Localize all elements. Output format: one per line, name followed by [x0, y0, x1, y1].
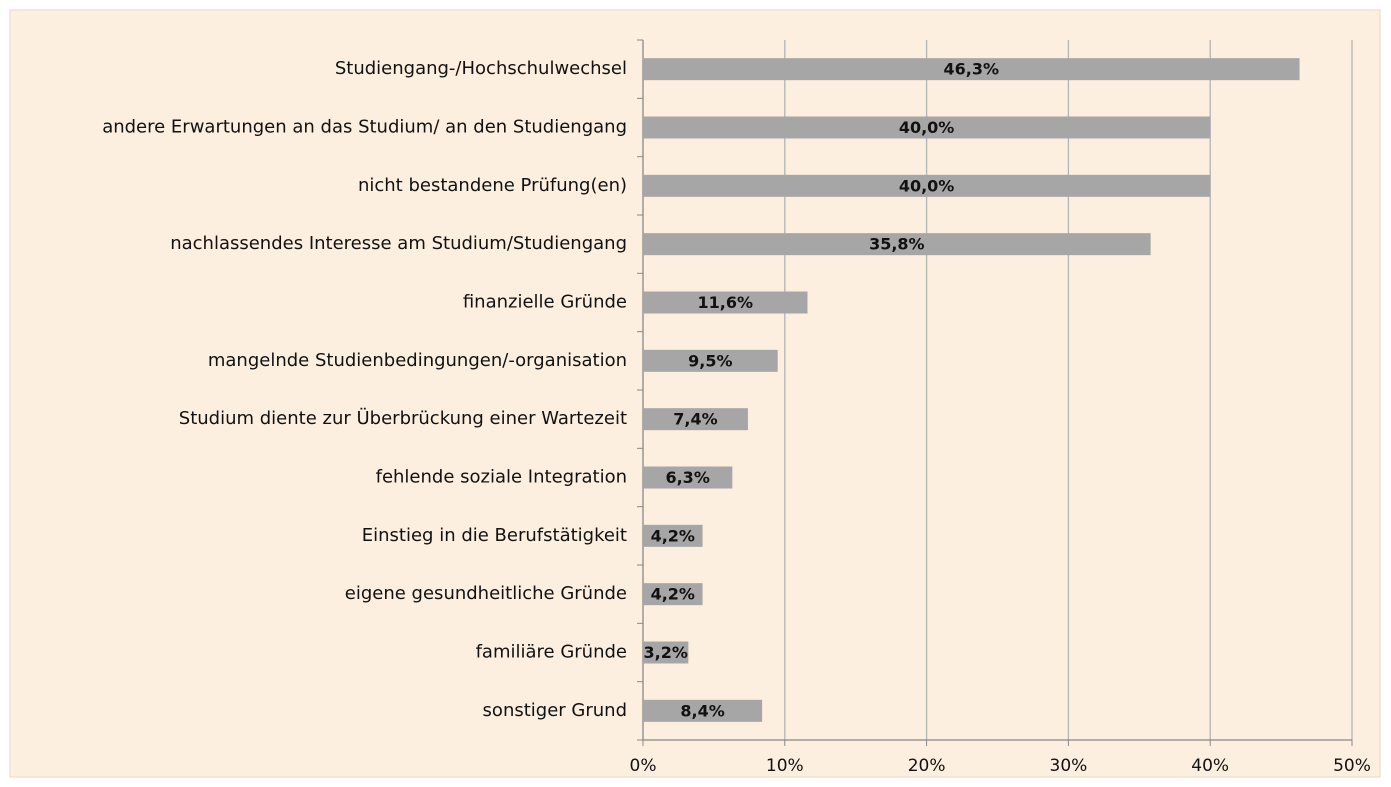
- bar: [643, 233, 1151, 256]
- y-tick-label: Studium diente zur Überbrückung einer Wa…: [179, 407, 627, 429]
- y-tick-label: mangelnde Studienbedingungen/-organisati…: [208, 350, 627, 371]
- x-tick-label: 50%: [1333, 756, 1371, 776]
- bar: [643, 583, 703, 606]
- value-label: 40,0%: [899, 176, 955, 195]
- bar: [643, 349, 778, 372]
- value-label: 40,0%: [899, 118, 955, 137]
- y-tick-label: Studiengang-/Hochschulwechsel: [335, 58, 627, 79]
- bar: [643, 524, 703, 547]
- bar: [643, 699, 763, 722]
- value-label: 11,6%: [697, 293, 753, 312]
- y-tick-label: eigene gesundheitliche Gründe: [345, 583, 627, 604]
- x-tick-label: 30%: [1050, 756, 1088, 776]
- y-tick-label: nicht bestandene Prüfung(en): [358, 175, 627, 196]
- value-label: 46,3%: [944, 60, 1000, 79]
- bar: [643, 116, 1211, 139]
- y-tick-label: sonstiger Grund: [483, 700, 627, 721]
- value-label: 6,3%: [665, 468, 709, 487]
- y-tick-label: Einstieg in die Berufstätigkeit: [362, 525, 627, 546]
- y-tick-label: familiäre Gründe: [476, 642, 627, 663]
- bar: [643, 174, 1211, 197]
- value-label: 35,8%: [869, 235, 925, 254]
- value-label: 4,2%: [651, 526, 695, 545]
- x-tick-label: 40%: [1191, 756, 1229, 776]
- bar: [643, 291, 808, 314]
- y-tick-label: nachlassendes Interesse am Studium/Studi…: [170, 233, 627, 254]
- value-label: 4,2%: [651, 585, 695, 604]
- bar: [643, 466, 733, 489]
- y-tick-label: fehlende soziale Integration: [376, 467, 627, 488]
- bar: [643, 58, 1300, 81]
- x-tick-label: 20%: [908, 756, 946, 776]
- x-tick-label: 0%: [630, 756, 657, 776]
- x-tick-label: 10%: [766, 756, 804, 776]
- bar: [643, 408, 748, 431]
- value-label: 9,5%: [688, 351, 732, 370]
- y-tick-label: finanzielle Gründe: [463, 292, 627, 313]
- value-label: 8,4%: [680, 701, 724, 720]
- bar: [643, 641, 689, 664]
- y-tick-label: andere Erwartungen an das Studium/ an de…: [102, 117, 627, 138]
- value-label: 7,4%: [673, 410, 717, 429]
- value-label: 3,2%: [644, 643, 688, 662]
